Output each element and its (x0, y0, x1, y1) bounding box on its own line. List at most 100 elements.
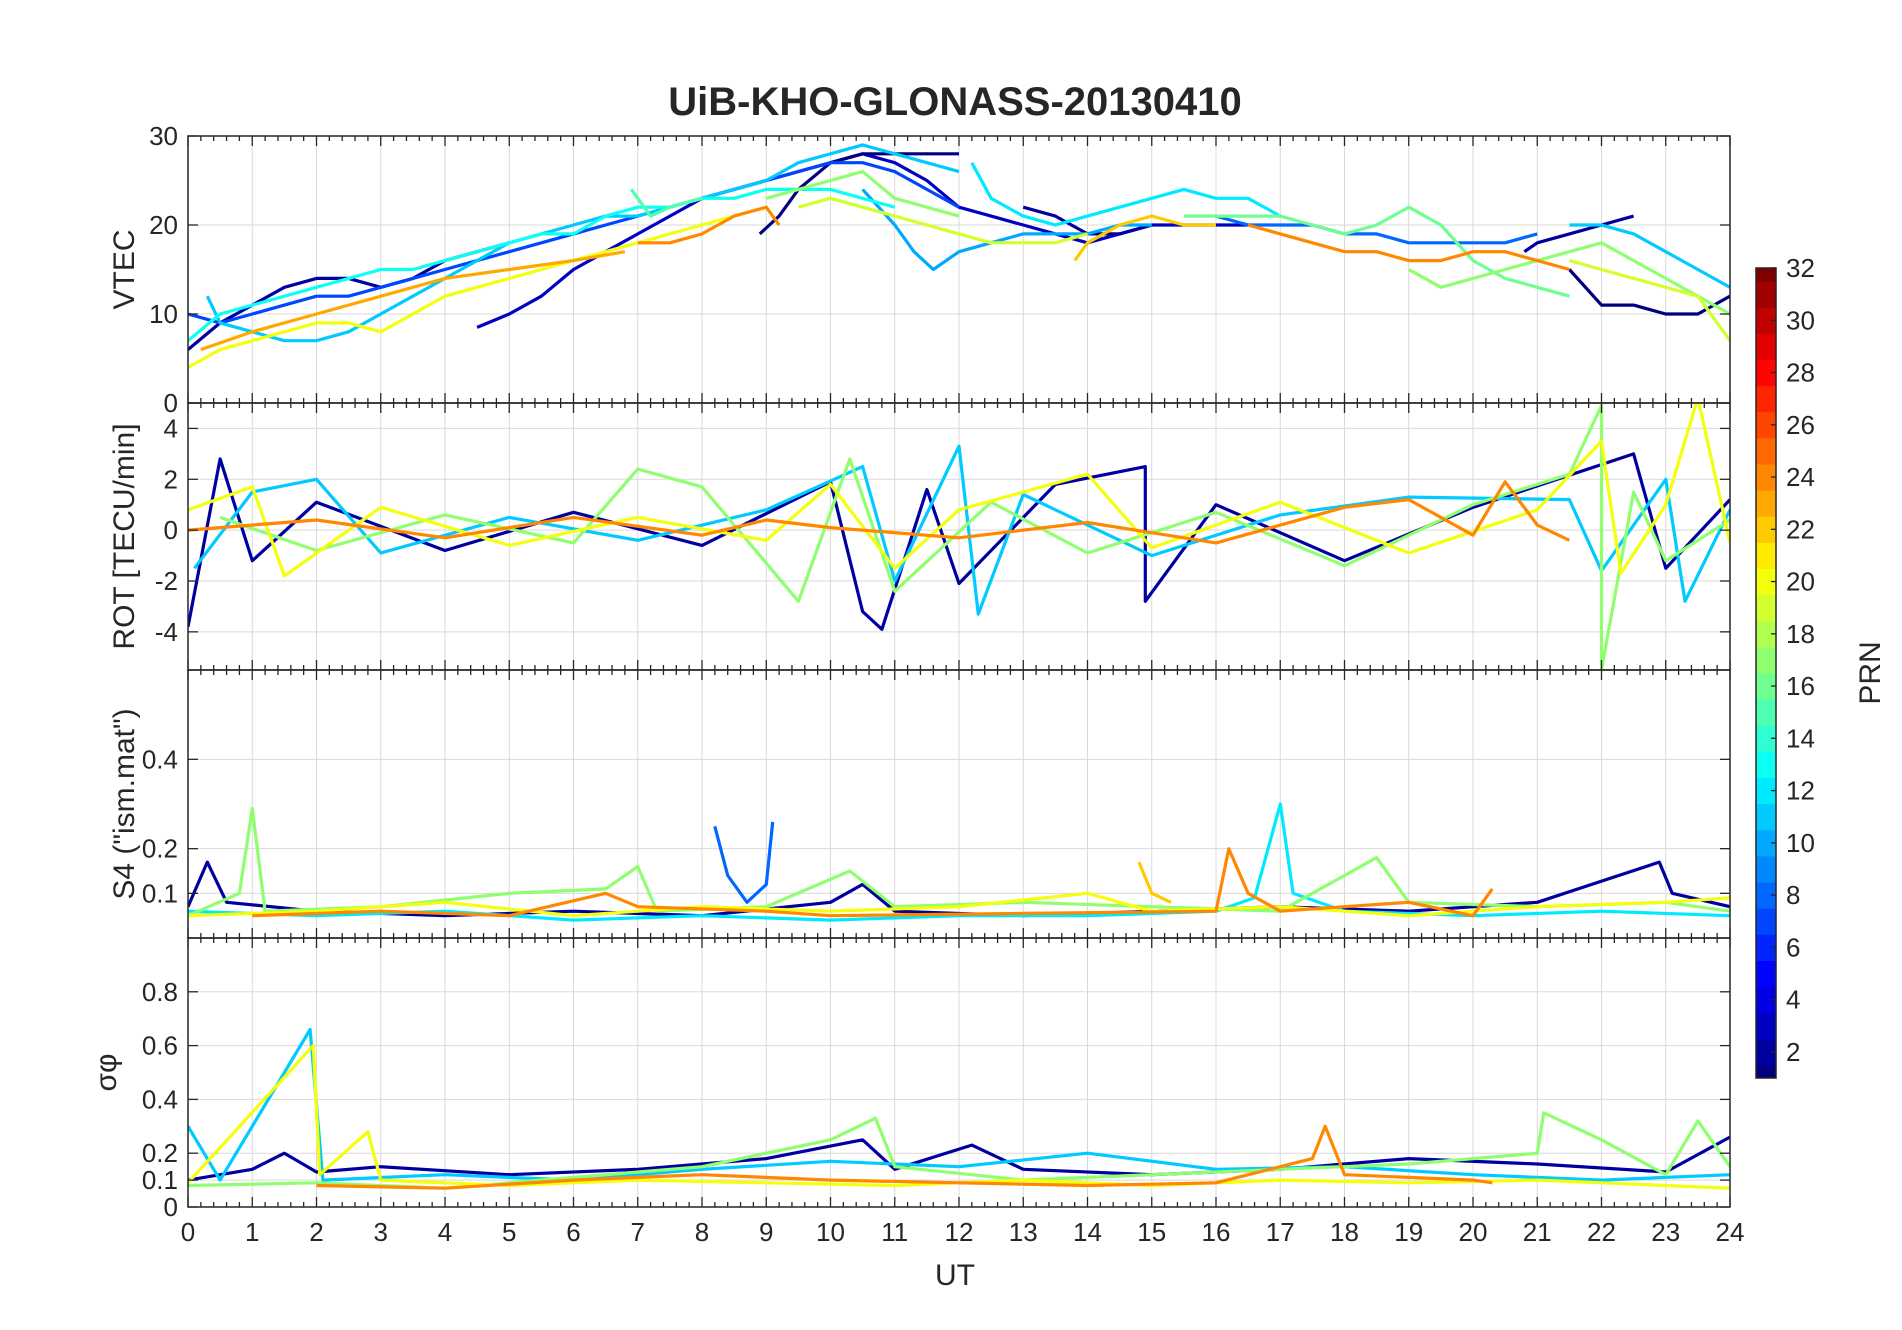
series-group (188, 1027, 1730, 1190)
colorbar-swatch (1756, 960, 1776, 988)
colorbar-swatch (1756, 359, 1776, 387)
colorbar-tick-label: 24 (1786, 462, 1815, 492)
x-tick-label: 11 (881, 1217, 908, 1247)
colorbar-swatch (1756, 333, 1776, 360)
x-tick-label: 5 (502, 1217, 516, 1247)
y-tick-label: 10 (149, 299, 178, 329)
colorbar-tick-label: 10 (1786, 828, 1815, 858)
series-line-prn-3 (476, 152, 1249, 329)
series-line-prn-11 (205, 143, 960, 343)
colorbar-swatch (1756, 725, 1776, 752)
colorbar-swatch (1756, 490, 1776, 517)
y-tick-label: 0 (164, 515, 178, 545)
y-axis-label-sigma_phi: σφ (90, 1054, 123, 1092)
y-tick-label: 0.4 (142, 744, 178, 774)
x-tick-label: 21 (1523, 1217, 1552, 1247)
colorbar-swatch (1756, 516, 1776, 543)
colorbar-swatch (1756, 385, 1776, 413)
x-tick-label: 14 (1073, 1217, 1102, 1247)
x-tick-label: 2 (309, 1217, 323, 1247)
series-line-prn-17 (188, 1111, 1730, 1190)
x-tick-label: 7 (631, 1217, 645, 1247)
x-tick-label: 17 (1266, 1217, 1295, 1247)
series-group (188, 143, 1730, 369)
y-tick-label: 0.1 (142, 878, 178, 908)
panel-vtec: 0 10 20 30 VTEC (108, 121, 1731, 418)
panel-s4: 0.1 0.2 0.4S4 ("ism.mat") (108, 669, 1731, 939)
series-line-prn-11 (1569, 223, 1730, 289)
colorbar-swatch (1756, 986, 1776, 1014)
x-tick-label: 20 (1459, 1217, 1488, 1247)
x-tick-label: 1 (245, 1217, 259, 1247)
colorbar-swatch (1756, 829, 1776, 857)
series-line-prn-2 (1523, 214, 1635, 254)
x-tick-label: 16 (1202, 1217, 1231, 1247)
series-line-prn-13 (188, 187, 896, 342)
y-tick-label: 0.2 (142, 1138, 178, 1168)
series-line-prn-23 (200, 250, 626, 352)
colorbar-swatch (1756, 1012, 1776, 1040)
series-line-prn-15 (630, 188, 703, 218)
series-line-prn-17 (188, 806, 1730, 918)
x-axis-label: UT (935, 1259, 975, 1292)
colorbar-tick-label: 32 (1786, 253, 1815, 283)
series-line-prn-24 (188, 480, 1571, 545)
series-line-prn-17 (765, 170, 960, 218)
series-line-prn-1 (758, 152, 959, 236)
colorbar-swatch (1756, 1038, 1776, 1066)
y-tick-label: 2 (164, 464, 178, 494)
x-tick-label: 6 (566, 1217, 580, 1247)
colorbar-swatch (1756, 568, 1776, 596)
chart-title: UiB-KHO-GLONASS-20130410 (668, 80, 1242, 124)
colorbar-swatch (1756, 673, 1776, 700)
colorbar-swatch (1756, 699, 1776, 726)
colorbar-swatch (1756, 620, 1776, 648)
colorbar-swatch (1756, 882, 1776, 909)
colorbar-tick-label: 6 (1786, 932, 1800, 962)
colorbar-swatch (1756, 934, 1776, 961)
series-line-prn-22 (1073, 214, 1216, 262)
x-tick-label: 15 (1137, 1217, 1166, 1247)
colorbar-swatch (1756, 777, 1776, 805)
x-tick-label: 22 (1587, 1217, 1616, 1247)
colorbar-tick-label: 2 (1786, 1037, 1800, 1067)
series-line-prn-22 (1137, 861, 1172, 904)
colorbar-frame (1755, 267, 1777, 1079)
colorbar-swatch (1756, 908, 1776, 935)
y-tick-label: 4 (164, 413, 178, 443)
colorbar-swatch (1756, 281, 1776, 308)
x-tick-label: 24 (1716, 1217, 1745, 1247)
x-tick-label: 3 (374, 1217, 388, 1247)
series-group (188, 802, 1730, 922)
x-tick-label: 23 (1651, 1217, 1680, 1247)
series-line-prn-20 (188, 403, 1730, 578)
colorbar-tick-label: 22 (1786, 514, 1815, 544)
x-tick-label: 4 (438, 1217, 452, 1247)
colorbar-tick-label: 4 (1786, 985, 1800, 1015)
series-line-prn-11 (193, 444, 1730, 616)
colorbar-swatch (1756, 463, 1776, 491)
series-line-prn-20 (188, 891, 1730, 918)
series-line-prn-24 (252, 847, 1494, 918)
y-tick-label: 0.6 (142, 1031, 178, 1061)
colorbar-swatch (1756, 803, 1776, 831)
colorbar-swatch (1756, 411, 1776, 439)
y-tick-label: 20 (149, 210, 178, 240)
series-line-prn-24 (637, 205, 781, 245)
y-tick-label: 0 (164, 388, 178, 418)
series-line-prn-24 (1247, 223, 1570, 272)
x-tick-label: 19 (1394, 1217, 1423, 1247)
y-tick-label: -4 (155, 617, 178, 647)
colorbar-tick-label: 28 (1786, 358, 1815, 388)
colorbar-tick-label: 12 (1786, 776, 1815, 806)
colorbar-tick-label: 14 (1786, 723, 1815, 753)
x-tick-label: 0 (181, 1217, 195, 1247)
colorbar-tick-label: 18 (1786, 619, 1815, 649)
series-line-prn-17 (1408, 241, 1730, 316)
series-line-prn-8 (713, 821, 775, 904)
colorbar-swatch (1756, 855, 1776, 883)
y-tick-label: -2 (155, 566, 178, 596)
series-line-prn-16 (1183, 205, 1570, 298)
x-tick-label: 13 (1009, 1217, 1038, 1247)
